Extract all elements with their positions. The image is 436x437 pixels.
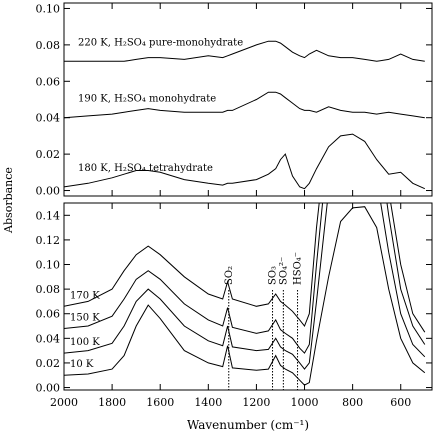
y-tick-label: 0.00 [36, 382, 61, 395]
peak-label: HSO₄⁻ [293, 252, 304, 285]
x-tick-label: 600 [390, 396, 411, 409]
series-label: 170 K [70, 290, 100, 301]
spectrum-line [64, 133, 426, 190]
y-tick-label: 0.00 [36, 185, 61, 198]
x-tick-label: 1600 [146, 396, 174, 409]
series-group [64, 40, 426, 190]
spectrum-line [64, 40, 425, 62]
series-label: 150 K [70, 312, 100, 323]
series-label: 190 K, H₂SO₄ monohydrate [78, 94, 216, 105]
x-tick-label: 1200 [242, 396, 270, 409]
series-label: 10 K [70, 359, 94, 370]
peak-label: SO₃ [268, 266, 279, 285]
y-tick-label: 0.12 [36, 234, 61, 247]
series-label: 100 K [70, 337, 100, 348]
spectrum-line [64, 203, 426, 370]
spectrum-line [64, 203, 426, 354]
y-tick-label: 0.08 [36, 283, 61, 296]
y-tick-label: 0.06 [36, 308, 61, 321]
top-frame [63, 2, 433, 197]
series-group [64, 203, 426, 386]
y-tick-label: 0.04 [36, 112, 61, 125]
bottom-frame [63, 202, 433, 391]
series-label: 220 K, H₂SO₄ pure-monohydrate [78, 37, 243, 48]
y-tick-label: 0.02 [36, 148, 61, 161]
x-axis-label: Wavenumber (cm⁻¹) [187, 418, 309, 432]
y-tick-label: 0.10 [36, 259, 61, 272]
spectrum-line [64, 91, 425, 119]
x-tick-label: 2000 [50, 396, 78, 409]
series-label: 180 K, H₂SO₄ tetrahydrate [78, 163, 213, 174]
y-tick-label: 0.14 [36, 209, 61, 222]
y-tick-label: 0.04 [36, 332, 61, 345]
spectrum-line [64, 203, 426, 333]
y-tick-label: 0.08 [36, 39, 61, 52]
x-tick-label: 1400 [194, 396, 222, 409]
x-tick-label: 1000 [291, 396, 319, 409]
y-axis-label: Absorbance [2, 167, 15, 234]
peak-label: SO₄²⁻ [278, 257, 289, 285]
y-tick-label: 0.06 [36, 75, 61, 88]
y-tick-label: 0.02 [36, 357, 61, 370]
x-tick-label: 800 [342, 396, 363, 409]
spectrum-line [64, 206, 426, 386]
peak-label: SO₂ [224, 266, 235, 285]
y-tick-label: 0.10 [36, 2, 61, 15]
x-tick-label: 1800 [98, 396, 126, 409]
